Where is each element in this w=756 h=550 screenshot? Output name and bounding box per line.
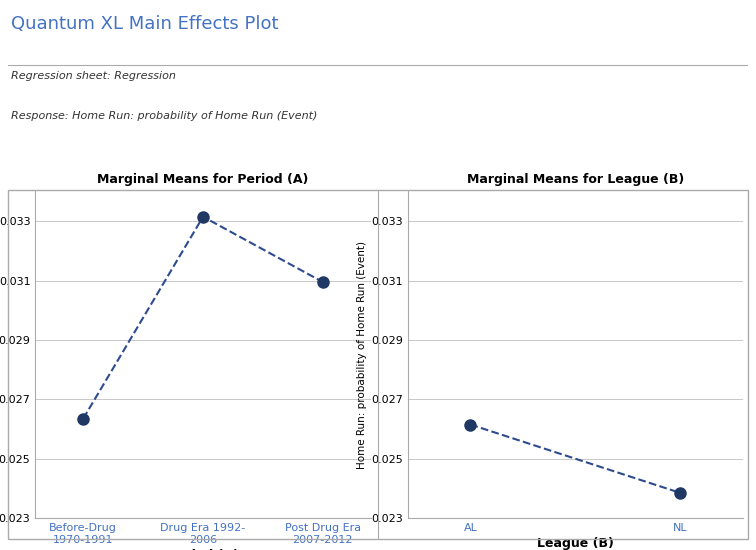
Title: Marginal Means for League (B): Marginal Means for League (B) [466,173,684,186]
Text: Regression sheet: Regression: Regression sheet: Regression [11,71,176,81]
Y-axis label: Home Run: probability of Home Run (Event): Home Run: probability of Home Run (Event… [357,241,367,469]
X-axis label: Period (A): Period (A) [168,549,239,550]
X-axis label: League (B): League (B) [537,537,614,550]
Text: Quantum XL Main Effects Plot: Quantum XL Main Effects Plot [11,15,279,34]
Text: Response: Home Run: probability of Home Run (Event): Response: Home Run: probability of Home … [11,111,318,121]
Title: Marginal Means for Period (A): Marginal Means for Period (A) [98,173,308,186]
Text: League (B): League (B) [522,163,607,178]
Text: Period (A): Period (A) [152,163,231,178]
